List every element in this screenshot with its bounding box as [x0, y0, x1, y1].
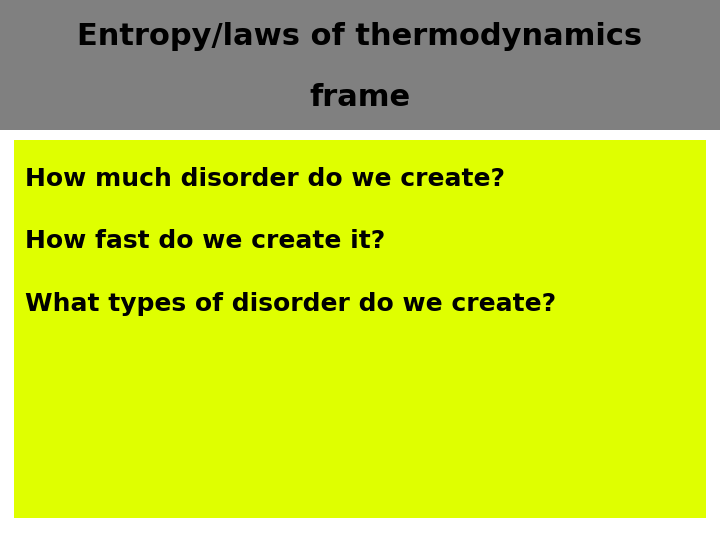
Text: How fast do we create it?: How fast do we create it?	[25, 230, 385, 253]
Text: What types of disorder do we create?: What types of disorder do we create?	[25, 292, 557, 315]
Text: How much disorder do we create?: How much disorder do we create?	[25, 167, 505, 191]
Text: Entropy/laws of thermodynamics: Entropy/laws of thermodynamics	[78, 22, 642, 51]
Bar	[0, 0, 720, 130]
Bar	[14, 140, 706, 518]
Text: frame: frame	[310, 83, 410, 112]
